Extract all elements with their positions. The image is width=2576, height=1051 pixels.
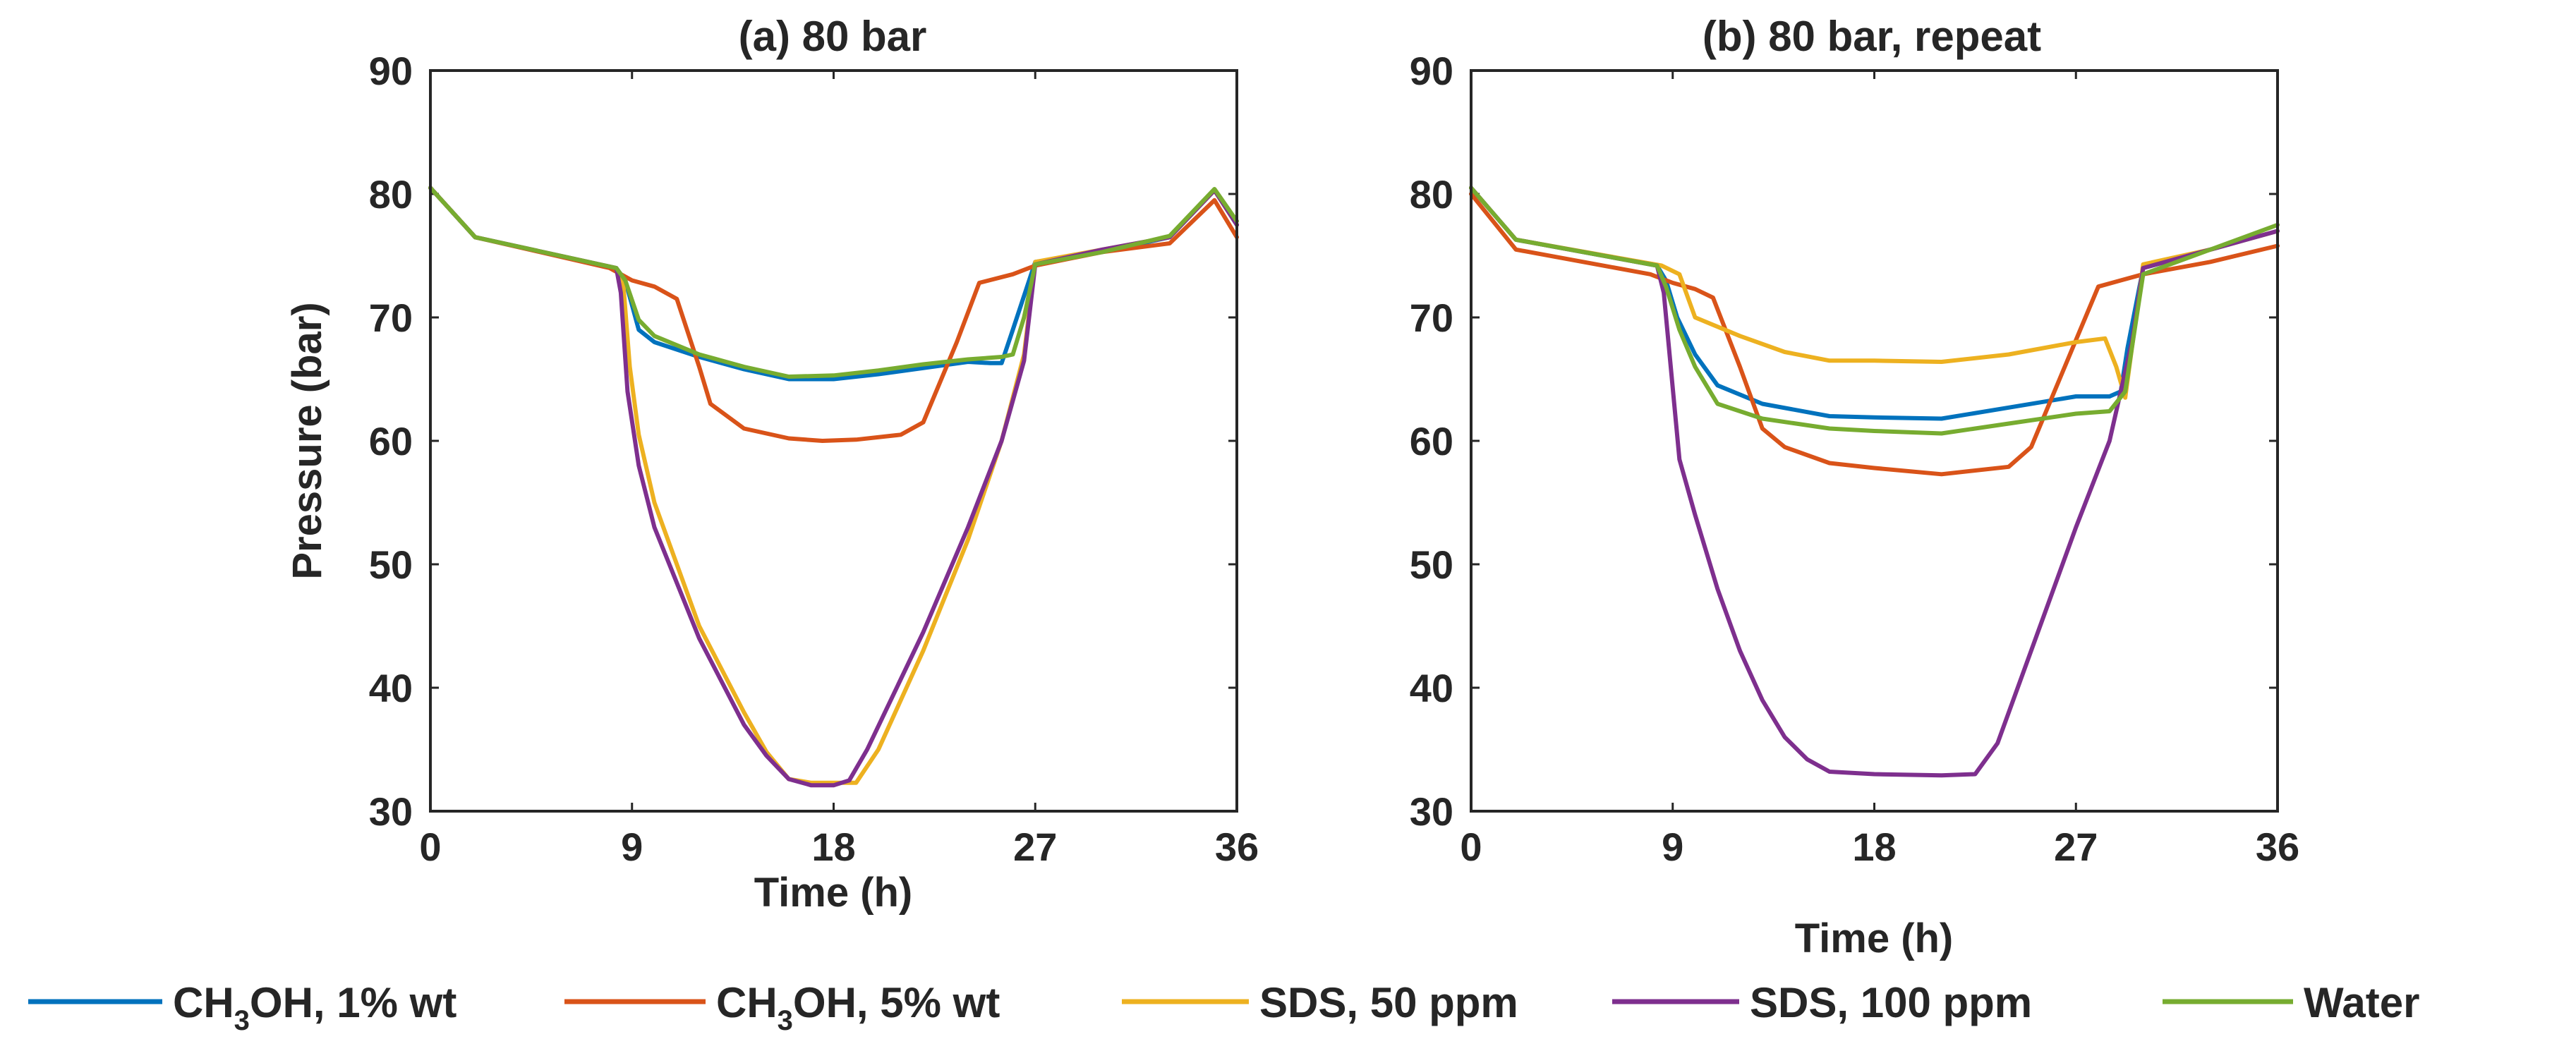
panel-a: (a) 80 bar 0 9 18 27 36 30 40 50 60 70 80 90 Time (…: [284, 13, 1259, 916]
panel-b-x-tick-label: 0: [1460, 825, 1482, 869]
legend-label: CH3OH, 1% wt: [173, 979, 456, 1036]
legend: CH3OH, 1% wt CH3OH, 5% wt SDS, 50 ppm SD…: [28, 979, 2419, 1036]
legend-label: SDS, 100 ppm: [1750, 979, 2032, 1026]
panel-b-axes-frame: [1470, 69, 2279, 813]
panel-b-plot-area: [1469, 186, 2280, 778]
legend-entry-sds-100ppm: SDS, 100 ppm: [1612, 979, 2032, 1026]
panel-a-x-tick-label: 9: [621, 825, 643, 869]
panel-a-y-axis-label: Pressure (bar): [284, 302, 330, 579]
panel-a-series-ch3oh-1-wt: [428, 186, 1239, 382]
panel-b-y-tick-label: 50: [1410, 542, 1453, 587]
panel-b: (b) 80 bar, repeat 0 9 18 27 36 30 40 50 60 70 80 9…: [1410, 13, 2299, 961]
legend-label: SDS, 50 ppm: [1259, 979, 1518, 1026]
panel-a-y-tick-label: 80: [369, 172, 413, 217]
panel-b-y-tick-label: 60: [1410, 419, 1453, 463]
panel-b-series-ch3oh-5-wt: [1469, 192, 2280, 477]
panel-a-series-sds-50-ppm: [428, 186, 1239, 785]
panel-a-x-tick-label: 27: [1013, 825, 1057, 869]
panel-a-axes-frame: [429, 69, 1238, 813]
panel-b-series-water: [1469, 186, 2280, 436]
panel-b-y-tick-label: 40: [1410, 666, 1453, 710]
panel-a-x-axis-label: Time (h): [754, 870, 913, 916]
panel-a-y-tick-label: 60: [369, 419, 413, 463]
legend-entry-ch3oh-5pct: CH3OH, 5% wt: [564, 979, 1000, 1036]
panel-b-x-tick-label: 18: [1852, 825, 1896, 869]
panel-a-y-tick-label: 90: [369, 49, 413, 93]
panel-a-series-sds-100-ppm: [428, 186, 1239, 788]
panel-a-series-ch3oh-5-wt: [428, 186, 1239, 443]
panel-a-x-tick-label: 0: [419, 825, 441, 869]
panel-b-title: (b) 80 bar, repeat: [1703, 13, 2041, 60]
panel-b-y-tick-label: 30: [1410, 789, 1453, 834]
panel-b-ticks: 0 9 18 27 36 30 40 50 60 70 80 90: [1410, 49, 2299, 869]
legend-entry-water: Water: [2163, 979, 2419, 1026]
panel-b-x-axis-label: Time (h): [1795, 916, 1954, 961]
panel-a-series-water: [428, 186, 1239, 379]
panel-b-series-sds-100-ppm: [1469, 186, 2280, 778]
panel-b-x-tick-label: 36: [2256, 825, 2299, 869]
panel-b-x-tick-label: 9: [1662, 825, 1683, 869]
legend-label: CH3OH, 5% wt: [716, 979, 1000, 1036]
panel-a-ticks: 0 9 18 27 36 30 40 50 60 70 80 90: [369, 49, 1259, 869]
legend-entry-ch3oh-1pct: CH3OH, 1% wt: [28, 979, 456, 1036]
panel-a-plot-area: [428, 186, 1239, 788]
panel-b-series-sds-50-ppm: [1469, 186, 2280, 400]
panel-a-title: (a) 80 bar: [739, 13, 927, 60]
panel-a-y-tick-label: 30: [369, 789, 413, 834]
panel-a-y-tick-label: 70: [369, 296, 413, 340]
panel-a-x-tick-label: 36: [1215, 825, 1259, 869]
panel-b-x-tick-label: 27: [2054, 825, 2098, 869]
panel-b-y-tick-label: 90: [1410, 49, 1453, 93]
panel-a-y-tick-label: 50: [369, 542, 413, 587]
panel-b-series-ch3oh-1-wt: [1469, 186, 2280, 421]
legend-entry-sds-50ppm: SDS, 50 ppm: [1122, 979, 1518, 1026]
panel-a-y-tick-label: 40: [369, 666, 413, 710]
panel-b-y-tick-label: 80: [1410, 172, 1453, 217]
panel-a-x-tick-label: 18: [811, 825, 855, 869]
legend-label: Water: [2304, 979, 2419, 1026]
panel-b-y-tick-label: 70: [1410, 296, 1453, 340]
